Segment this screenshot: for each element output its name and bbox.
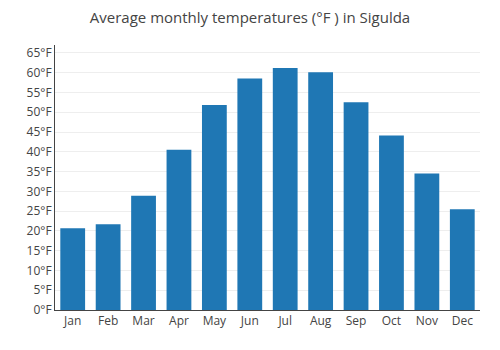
svg-text:40°F: 40°F — [27, 143, 52, 160]
svg-text:45°F: 45°F — [27, 123, 52, 140]
svg-text:Average monthly temperatures (: Average monthly temperatures (°F ) in Si… — [90, 7, 410, 27]
svg-text:Nov: Nov — [416, 312, 438, 329]
svg-text:Dec: Dec — [452, 312, 473, 329]
svg-text:0°F: 0°F — [33, 301, 51, 318]
svg-text:May: May — [203, 312, 227, 329]
svg-text:35°F: 35°F — [27, 163, 52, 180]
svg-text:5°F: 5°F — [33, 281, 51, 298]
svg-text:15°F: 15°F — [27, 242, 52, 259]
svg-text:10°F: 10°F — [27, 262, 52, 279]
svg-text:Apr: Apr — [169, 312, 189, 329]
svg-text:55°F: 55°F — [27, 84, 52, 101]
svg-text:Oct: Oct — [382, 312, 401, 329]
svg-text:Feb: Feb — [98, 312, 118, 329]
svg-text:Aug: Aug — [310, 312, 332, 329]
svg-text:20°F: 20°F — [27, 222, 52, 239]
svg-text:60°F: 60°F — [27, 64, 52, 81]
svg-text:Sep: Sep — [346, 312, 367, 329]
svg-text:Mar: Mar — [132, 312, 154, 329]
svg-text:65°F: 65°F — [27, 44, 52, 61]
svg-text:30°F: 30°F — [27, 183, 52, 200]
svg-text:Jun: Jun — [240, 312, 259, 329]
svg-text:50°F: 50°F — [27, 103, 52, 120]
svg-text:25°F: 25°F — [27, 202, 52, 219]
svg-text:Jan: Jan — [63, 312, 81, 329]
svg-text:Jul: Jul — [277, 312, 292, 329]
